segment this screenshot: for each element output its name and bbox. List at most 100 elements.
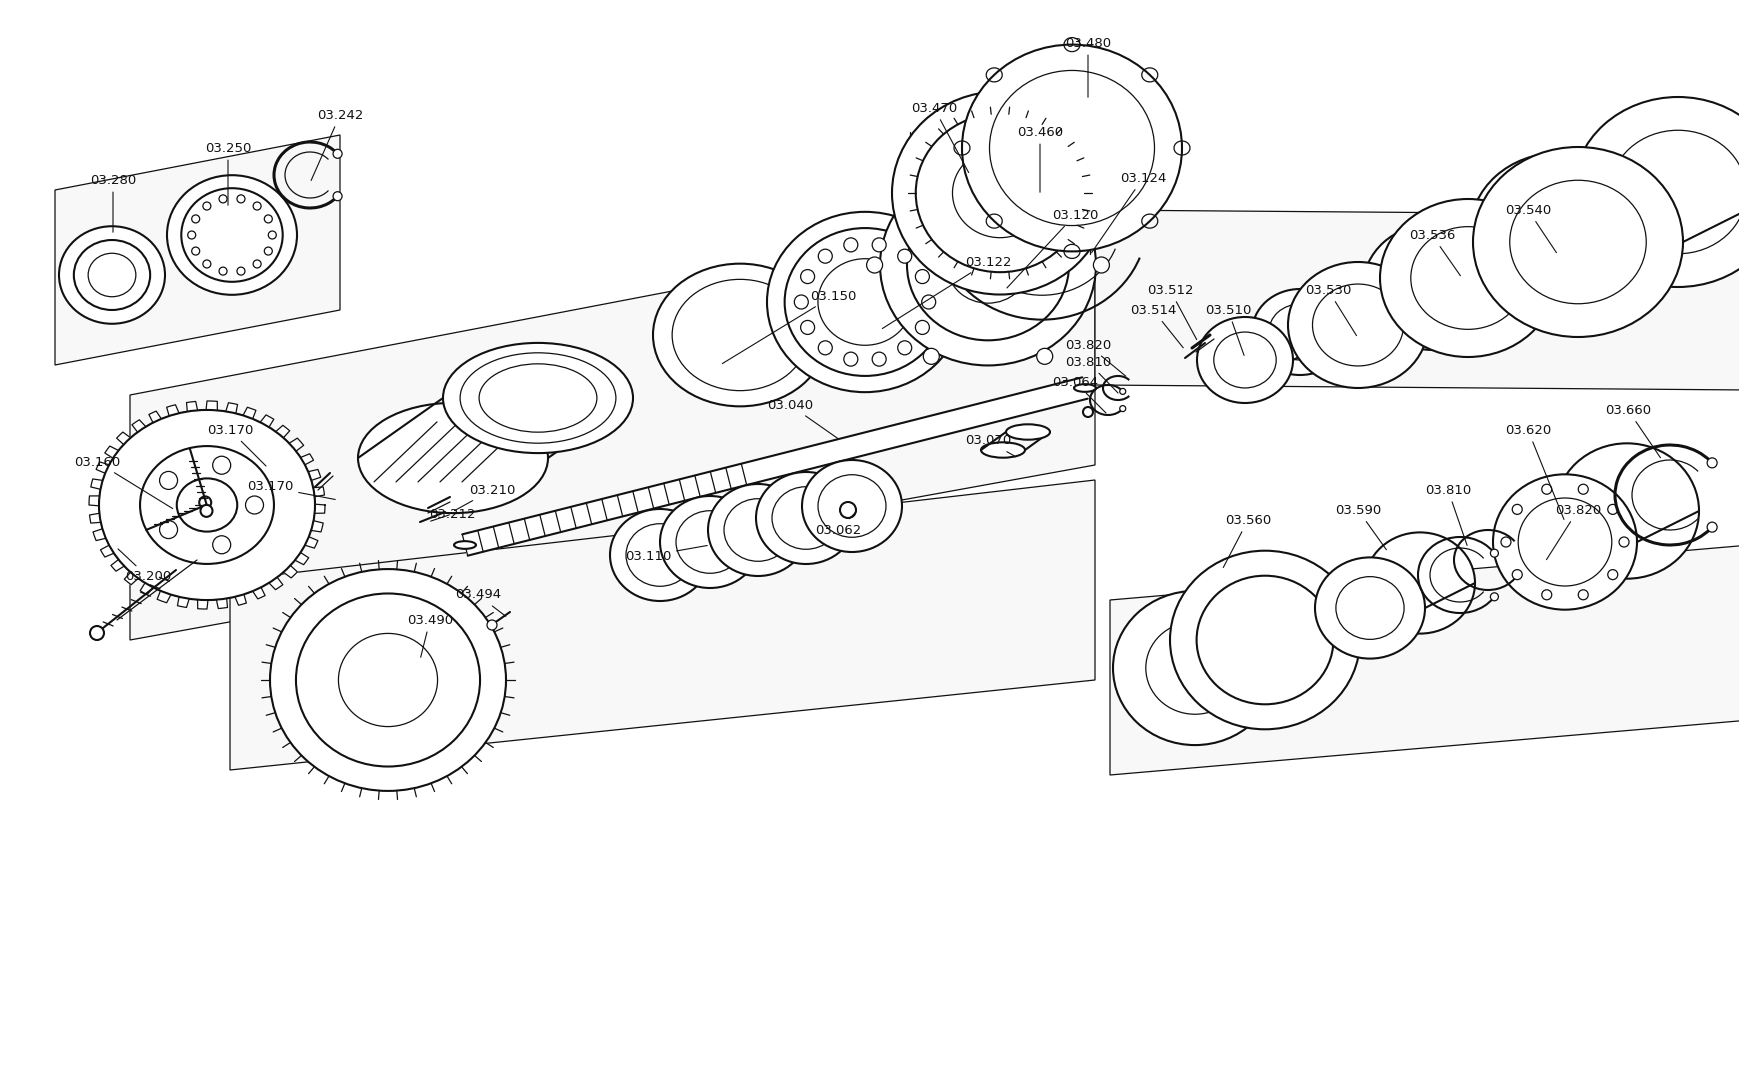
Ellipse shape <box>454 541 476 549</box>
Text: 03.512: 03.512 <box>1146 284 1196 339</box>
Circle shape <box>1706 522 1716 532</box>
Ellipse shape <box>1363 533 1475 633</box>
Ellipse shape <box>772 487 840 549</box>
Ellipse shape <box>89 254 136 296</box>
Text: 03.536: 03.536 <box>1409 229 1459 276</box>
Ellipse shape <box>1268 304 1330 360</box>
Circle shape <box>843 238 857 251</box>
Ellipse shape <box>767 212 962 393</box>
Ellipse shape <box>1572 97 1739 287</box>
Circle shape <box>793 295 809 309</box>
Ellipse shape <box>1379 199 1555 357</box>
Ellipse shape <box>951 149 1047 238</box>
Circle shape <box>200 505 212 517</box>
Ellipse shape <box>652 263 826 407</box>
Ellipse shape <box>784 228 944 376</box>
Text: 03.124: 03.124 <box>1090 171 1165 253</box>
Text: 03.540: 03.540 <box>1504 203 1556 253</box>
Ellipse shape <box>1196 317 1292 403</box>
Ellipse shape <box>358 403 548 514</box>
Circle shape <box>923 166 939 182</box>
Ellipse shape <box>1518 498 1610 586</box>
Circle shape <box>1617 537 1628 547</box>
Polygon shape <box>1109 545 1739 775</box>
Circle shape <box>188 231 195 239</box>
Circle shape <box>1577 485 1588 494</box>
Text: 03.514: 03.514 <box>1129 304 1183 348</box>
Ellipse shape <box>270 569 506 791</box>
Circle shape <box>264 215 271 223</box>
Text: 03.660: 03.660 <box>1603 403 1659 458</box>
Circle shape <box>1577 590 1588 600</box>
Circle shape <box>219 268 226 275</box>
Circle shape <box>1501 537 1509 547</box>
Circle shape <box>897 249 911 263</box>
Ellipse shape <box>989 71 1155 226</box>
Circle shape <box>1036 166 1052 182</box>
Ellipse shape <box>626 523 694 586</box>
Polygon shape <box>463 378 1087 555</box>
Text: 03.820: 03.820 <box>1064 338 1125 377</box>
Ellipse shape <box>296 594 480 766</box>
Text: 03.064: 03.064 <box>1052 376 1106 413</box>
Ellipse shape <box>1492 474 1636 610</box>
Circle shape <box>268 231 277 239</box>
Circle shape <box>203 260 210 268</box>
Ellipse shape <box>671 279 807 391</box>
Ellipse shape <box>1169 551 1360 730</box>
Text: 03.200: 03.200 <box>118 549 170 583</box>
Ellipse shape <box>1196 576 1332 704</box>
Ellipse shape <box>676 510 744 574</box>
Ellipse shape <box>339 633 436 727</box>
Text: 03.480: 03.480 <box>1064 36 1111 97</box>
Text: 03.510: 03.510 <box>1203 304 1250 355</box>
Circle shape <box>817 249 831 263</box>
Text: 03.820: 03.820 <box>1546 504 1600 560</box>
Text: 03.062: 03.062 <box>814 511 861 536</box>
Ellipse shape <box>708 484 807 576</box>
Ellipse shape <box>610 509 710 601</box>
Ellipse shape <box>946 227 1028 303</box>
Text: 03.110: 03.110 <box>624 546 706 563</box>
Circle shape <box>191 215 200 223</box>
Ellipse shape <box>443 342 633 453</box>
Circle shape <box>332 150 343 158</box>
Circle shape <box>1607 569 1617 580</box>
Text: 03.170: 03.170 <box>247 480 336 500</box>
Circle shape <box>203 202 210 210</box>
Circle shape <box>1120 388 1125 395</box>
Circle shape <box>915 270 929 284</box>
Ellipse shape <box>802 460 901 552</box>
Ellipse shape <box>177 478 237 532</box>
Circle shape <box>871 238 885 251</box>
Circle shape <box>922 295 936 309</box>
Ellipse shape <box>1609 131 1739 254</box>
Text: 03.170: 03.170 <box>207 424 266 467</box>
Text: 03.810: 03.810 <box>1424 484 1469 546</box>
Text: 03.280: 03.280 <box>90 173 136 232</box>
Circle shape <box>160 521 177 538</box>
Ellipse shape <box>1315 557 1424 659</box>
Ellipse shape <box>915 113 1083 272</box>
Ellipse shape <box>906 189 1068 340</box>
Ellipse shape <box>1184 555 1348 709</box>
Polygon shape <box>56 135 339 365</box>
Circle shape <box>1036 349 1052 364</box>
Text: 03.490: 03.490 <box>407 613 452 657</box>
Ellipse shape <box>723 499 791 562</box>
Ellipse shape <box>880 165 1096 366</box>
Circle shape <box>871 352 885 366</box>
Text: 03.040: 03.040 <box>767 398 836 439</box>
Circle shape <box>1706 458 1716 468</box>
Ellipse shape <box>1005 425 1049 440</box>
Polygon shape <box>130 210 1094 640</box>
Ellipse shape <box>755 472 856 564</box>
Circle shape <box>160 472 177 489</box>
Circle shape <box>237 268 245 275</box>
Polygon shape <box>230 480 1094 770</box>
Ellipse shape <box>1386 246 1478 327</box>
Text: 03.122: 03.122 <box>882 256 1010 328</box>
Ellipse shape <box>1214 332 1275 388</box>
Circle shape <box>817 341 831 355</box>
Text: 03.212: 03.212 <box>428 507 475 521</box>
